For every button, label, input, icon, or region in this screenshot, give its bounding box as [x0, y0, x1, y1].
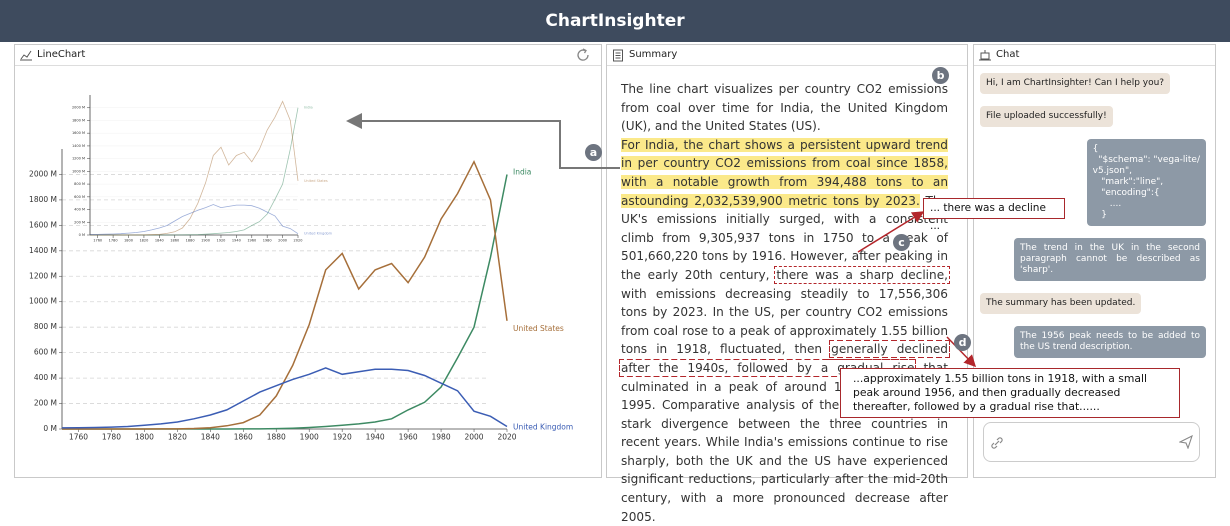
y-tick-label: 1400 M [72, 144, 85, 148]
y-tick-label: 400 M [34, 373, 57, 382]
series-label: United Kingdom [304, 232, 333, 236]
y-tick-label: 0 M [43, 424, 57, 433]
x-tick-label: 1900 [201, 239, 210, 243]
x-tick-label: 1980 [263, 239, 272, 243]
plain-text: The line chart visualizes per country CO… [621, 82, 948, 134]
x-tick-label: 1800 [135, 433, 154, 442]
chat-message: File uploaded successfully! [980, 106, 1113, 127]
panel-title: Chat [996, 49, 1020, 60]
y-tick-label: 1800 M [29, 195, 57, 204]
series-label: India [304, 106, 313, 110]
series-label: United States [513, 324, 564, 333]
summary-paragraph: The line chart visualizes per country CO… [621, 80, 948, 136]
marker: a [585, 144, 602, 161]
x-tick-label: 1860 [234, 433, 253, 442]
y-tick-label: 1400 M [29, 246, 57, 255]
bot-icon [979, 50, 991, 61]
x-tick-label: 1820 [168, 433, 187, 442]
chat-message: The 1956 peak needs to be added to the U… [1014, 326, 1206, 358]
highlight-text: For India, the chart shows a persistent … [621, 137, 948, 208]
x-tick-label: 1780 [102, 433, 121, 442]
x-tick-label: 2000 [278, 239, 287, 243]
summary-paragraph: For India, the chart shows a persistent … [619, 136, 950, 526]
edit-popup: ... there was a decline ... [923, 198, 1065, 232]
series-label: India [513, 167, 531, 176]
line-chart: 0 M 200 M 400 M 600 M 800 M 1000 M 1200 M 1400 … [29, 95, 573, 442]
y-tick-label: 0 M [79, 233, 85, 237]
marker: d [954, 334, 971, 351]
marker: c [893, 234, 910, 251]
y-tick-label: 2000 M [72, 106, 85, 110]
chat-message: The trend in the UK in the second paragr… [1014, 238, 1206, 281]
x-tick-label: 1800 [124, 239, 133, 243]
chat-message: { "$schema": "vega-lite/ v5.json", "mark… [1086, 139, 1206, 226]
x-tick-label: 1880 [267, 433, 286, 442]
y-tick-label: 800 M [74, 182, 85, 186]
series-label: United States [304, 179, 328, 183]
x-tick-label: 1840 [155, 239, 164, 243]
x-tick-label: 1960 [247, 239, 256, 243]
x-tick-label: 2000 [464, 433, 483, 442]
series-line [61, 367, 508, 429]
y-tick-label: 1600 M [72, 131, 85, 135]
send-button[interactable] [1179, 435, 1193, 449]
y-tick-label: 1600 M [29, 220, 57, 229]
y-tick-label: 1200 M [72, 157, 85, 161]
x-tick-label: 1760 [93, 239, 102, 243]
x-tick-label: 1980 [432, 433, 451, 442]
chat-message: Hi, I am ChartInsighter! Can I help you? [980, 73, 1171, 94]
doc-icon [613, 49, 623, 62]
chat-messages: Hi, I am ChartInsighter! Can I help you?… [980, 73, 1206, 391]
series-line [62, 159, 508, 430]
line-icon [20, 50, 32, 61]
inset-line [90, 100, 299, 236]
y-tick-label: 1800 M [72, 118, 85, 122]
y-tick-label: 200 M [74, 220, 85, 224]
y-tick-label: 400 M [74, 208, 85, 212]
y-tick-label: 800 M [34, 322, 57, 331]
panel-header: Chat [974, 45, 1215, 66]
inset-line [90, 204, 299, 235]
summary-text: The line chart visualizes per country CO… [619, 80, 950, 526]
chat-message: The summary has been updated. [980, 293, 1142, 314]
x-tick-label: 1840 [201, 433, 220, 442]
x-tick-label: 1860 [170, 239, 179, 243]
panel-header: Summary [607, 45, 967, 66]
x-tick-label: 1820 [139, 239, 148, 243]
x-tick-label: 1920 [333, 433, 352, 442]
dashed-text: there was a sharp decline, [774, 265, 950, 284]
x-tick-label: 1920 [217, 239, 226, 243]
y-tick-label: 200 M [34, 399, 57, 408]
plain-text: with emissions decreasing steadily to 17… [621, 286, 948, 357]
x-tick-label: 1880 [186, 239, 195, 243]
x-tick-label: 1780 [109, 239, 118, 243]
edit-popup: ...approximately 1.55 billion tons in 19… [840, 368, 1180, 418]
y-tick-label: 1000 M [72, 169, 85, 173]
chart-panel: LineChart [14, 44, 602, 478]
panel-header: LineChart [15, 45, 601, 66]
app-title: ChartInsighter [0, 0, 1230, 42]
y-tick-label: 1000 M [29, 297, 57, 306]
y-tick-label: 600 M [74, 195, 85, 199]
x-tick-label: 2020 [294, 239, 303, 243]
chat-input[interactable] [983, 422, 1200, 462]
series-label: United Kingdom [513, 422, 573, 431]
x-tick-label: 1940 [366, 433, 385, 442]
refresh-button[interactable] [575, 47, 591, 63]
y-tick-label: 2000 M [29, 169, 57, 178]
y-tick-label: 600 M [34, 348, 57, 357]
marker: b [932, 67, 949, 84]
attach-icon[interactable] [990, 436, 1004, 450]
panel-title: LineChart [37, 49, 86, 60]
x-tick-label: 1960 [399, 433, 418, 442]
x-tick-label: 1900 [300, 433, 319, 442]
x-tick-label: 2020 [497, 433, 516, 442]
x-tick-label: 1760 [69, 433, 88, 442]
panel-title: Summary [629, 49, 678, 60]
x-tick-label: 1940 [232, 239, 241, 243]
y-tick-label: 1200 M [29, 271, 57, 280]
